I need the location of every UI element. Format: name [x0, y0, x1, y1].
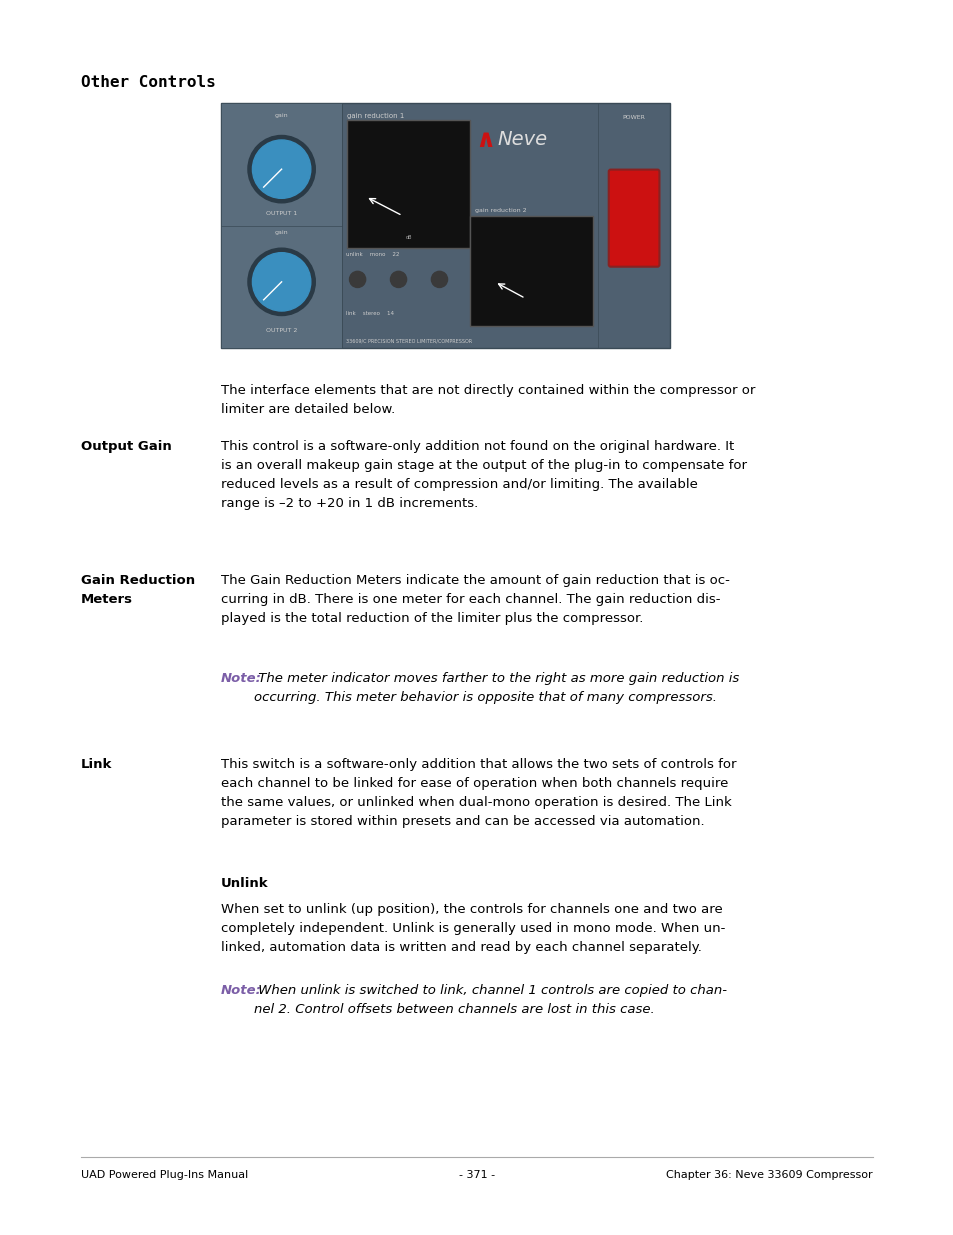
- Text: Neve: Neve: [497, 130, 547, 149]
- Text: The Gain Reduction Meters indicate the amount of gain reduction that is oc-
curr: The Gain Reduction Meters indicate the a…: [221, 574, 729, 625]
- Bar: [221, 103, 342, 348]
- Circle shape: [431, 272, 447, 288]
- FancyBboxPatch shape: [608, 169, 659, 267]
- Text: When set to unlink (up position), the controls for channels one and two are
comp: When set to unlink (up position), the co…: [221, 903, 724, 953]
- Text: OUTPUT 1: OUTPUT 1: [266, 211, 297, 216]
- Bar: [470, 216, 593, 326]
- Circle shape: [390, 272, 406, 288]
- Text: gain: gain: [274, 231, 288, 236]
- Text: This switch is a software-only addition that allows the two sets of controls for: This switch is a software-only addition …: [221, 758, 736, 827]
- Text: Other Controls: Other Controls: [81, 75, 215, 90]
- Text: POWER: POWER: [622, 115, 645, 120]
- Circle shape: [248, 136, 314, 203]
- Text: gain reduction 2: gain reduction 2: [475, 209, 526, 214]
- Text: ∧: ∧: [475, 127, 495, 152]
- Text: The interface elements that are not directly contained within the compressor or
: The interface elements that are not dire…: [221, 384, 755, 416]
- Bar: [221, 103, 669, 348]
- Text: Note:: Note:: [221, 984, 262, 997]
- Circle shape: [253, 140, 311, 199]
- Circle shape: [248, 248, 314, 315]
- Text: unlink    mono    22: unlink mono 22: [346, 252, 399, 257]
- Text: Note:: Note:: [221, 672, 262, 685]
- Text: UAD Powered Plug-Ins Manual: UAD Powered Plug-Ins Manual: [81, 1170, 248, 1179]
- Circle shape: [253, 253, 311, 311]
- Text: Link: Link: [81, 758, 112, 771]
- Text: dB: dB: [405, 235, 412, 240]
- Text: Gain Reduction
Meters: Gain Reduction Meters: [81, 574, 195, 606]
- Text: 33609/C PRECISION STEREO LIMITER/COMPRESSOR: 33609/C PRECISION STEREO LIMITER/COMPRES…: [346, 338, 472, 343]
- Text: This control is a software-only addition not found on the original hardware. It
: This control is a software-only addition…: [221, 440, 746, 510]
- Circle shape: [349, 272, 365, 288]
- Text: Unlink: Unlink: [221, 877, 269, 890]
- Text: gain reduction 1: gain reduction 1: [347, 112, 404, 119]
- Text: link    stereo    14: link stereo 14: [346, 311, 394, 316]
- Text: When unlink is switched to link, channel 1 controls are copied to chan-
nel 2. C: When unlink is switched to link, channel…: [253, 984, 726, 1016]
- Bar: [347, 120, 470, 247]
- Text: OUTPUT 2: OUTPUT 2: [266, 329, 297, 333]
- Text: gain: gain: [274, 112, 288, 117]
- Text: Chapter 36: Neve 33609 Compressor: Chapter 36: Neve 33609 Compressor: [666, 1170, 872, 1179]
- Text: The meter indicator moves farther to the right as more gain reduction is
occurri: The meter indicator moves farther to the…: [253, 672, 739, 704]
- Text: - 371 -: - 371 -: [458, 1170, 495, 1179]
- Text: Output Gain: Output Gain: [81, 440, 172, 453]
